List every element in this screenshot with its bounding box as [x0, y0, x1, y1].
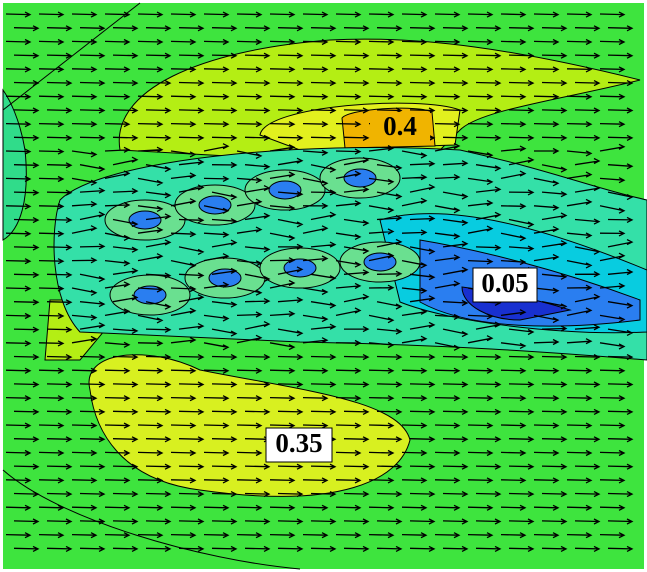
- contour-label: 0.4: [383, 111, 417, 141]
- contour-label: 0.35: [275, 428, 322, 458]
- label-box: [370, 112, 430, 144]
- label-box: [265, 427, 333, 463]
- contour-labels: 0.4 0.05 0.35: [265, 111, 538, 463]
- contour-label: 0.05: [481, 268, 528, 298]
- vector-field: [5, 11, 634, 552]
- label-box: [472, 267, 538, 303]
